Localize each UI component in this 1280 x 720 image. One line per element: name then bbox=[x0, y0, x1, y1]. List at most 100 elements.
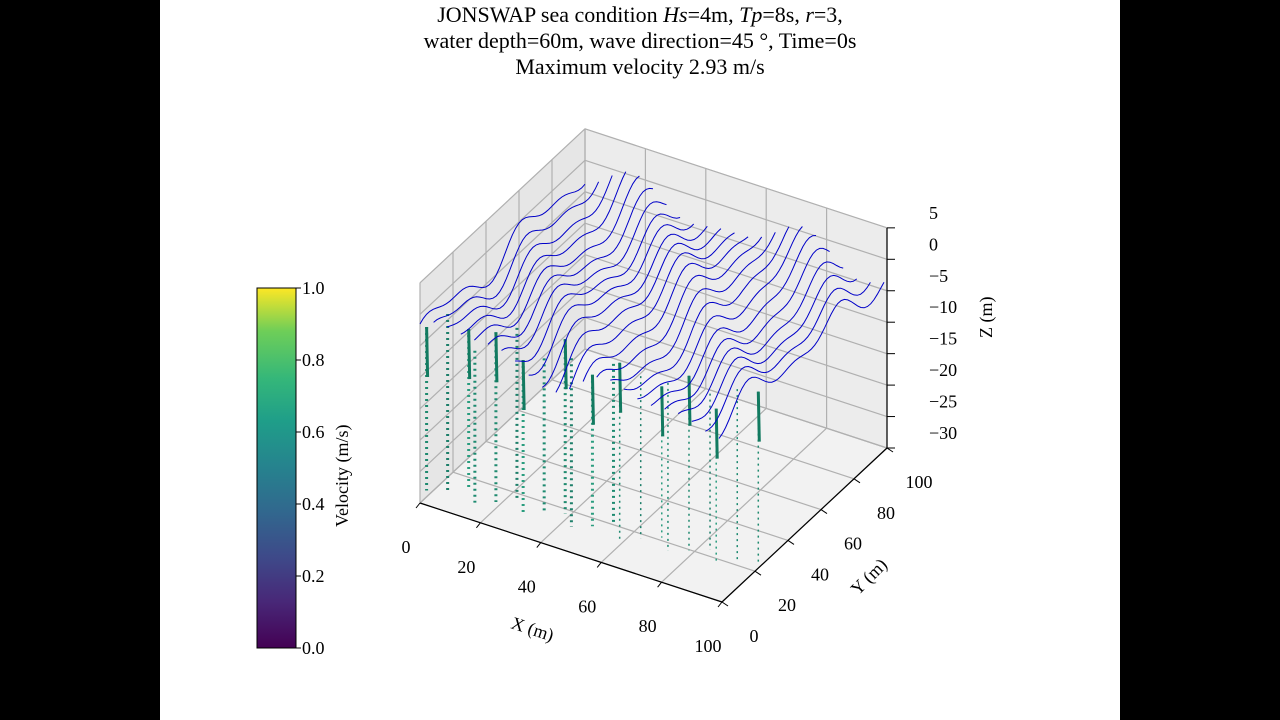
chart-title-line1: JONSWAP sea condition Hs=4m, Tp=8s, r=3, bbox=[160, 2, 1120, 28]
grid-line bbox=[584, 159, 888, 260]
wave-profile-line bbox=[637, 226, 803, 400]
wave-profile-line bbox=[623, 226, 790, 391]
colorbar-label: Velocity (m/s) bbox=[332, 425, 353, 527]
x-tick-label: 80 bbox=[639, 616, 657, 636]
z-tick-label: −15 bbox=[929, 329, 957, 349]
wave-profile-line bbox=[569, 232, 735, 390]
x-tick bbox=[415, 502, 421, 509]
grid-line bbox=[518, 410, 822, 511]
x-tick-label: 100 bbox=[695, 636, 722, 656]
grid-line bbox=[584, 191, 888, 292]
colorbar-tick-label: 0.6 bbox=[302, 422, 325, 442]
x-tick bbox=[536, 542, 542, 548]
y-tick bbox=[721, 601, 729, 607]
z-tick-label: −25 bbox=[929, 392, 957, 412]
wave-profile-line bbox=[718, 281, 885, 439]
grid-line bbox=[419, 254, 586, 410]
grid-line bbox=[419, 128, 586, 284]
z-tick-label: −5 bbox=[929, 266, 948, 286]
grid-line bbox=[600, 407, 767, 563]
colorbar-tick-label: 0.0 bbox=[302, 638, 325, 658]
x-tick bbox=[596, 562, 602, 568]
wave-profile-line bbox=[528, 223, 695, 376]
colorbar-gradient bbox=[256, 287, 297, 649]
y-tick bbox=[754, 570, 762, 576]
velocity-column-dense bbox=[660, 386, 665, 437]
wave-surface bbox=[419, 171, 885, 439]
grid-line bbox=[551, 379, 855, 480]
z-tick-label: 5 bbox=[929, 203, 938, 223]
grid-line bbox=[584, 285, 888, 386]
chart-title-line2: water depth=60m, wave direction=45 °, Ti… bbox=[423, 28, 857, 53]
x-tick bbox=[717, 601, 723, 608]
x-axis-line bbox=[419, 502, 723, 603]
y-tick-label: 20 bbox=[778, 595, 796, 615]
y-tick bbox=[853, 478, 861, 484]
title-hs-value: =4m, bbox=[687, 2, 740, 27]
grid-line bbox=[419, 285, 586, 441]
chart-title-line3: Maximum velocity 2.93 m/s bbox=[515, 54, 765, 79]
colorbar-tick-label: 0.4 bbox=[302, 494, 325, 514]
x-tick-label: 60 bbox=[578, 596, 596, 616]
colorbar: 1.0 0.8 0.6 0.4 0.2 0.0 Velocity (m/s) bbox=[256, 278, 353, 658]
z-tick-label: −20 bbox=[929, 360, 957, 380]
wave-profile-line bbox=[487, 187, 654, 345]
colorbar-tick-label: 0.2 bbox=[302, 566, 325, 586]
wave-profile-line bbox=[705, 282, 871, 432]
wave-profile-line bbox=[460, 171, 627, 335]
velocity-column-dense bbox=[467, 329, 472, 380]
y-tick bbox=[820, 509, 828, 515]
grid-line bbox=[584, 348, 888, 449]
y-tick bbox=[886, 447, 894, 453]
x-tick bbox=[657, 581, 662, 588]
wave-profile-line bbox=[419, 183, 586, 325]
wave-profile-line bbox=[691, 274, 858, 422]
velocity-column-dense bbox=[521, 359, 526, 411]
grid-line bbox=[584, 316, 888, 418]
title-tp-value: =8s, bbox=[762, 2, 806, 27]
axes-panes bbox=[419, 127, 888, 603]
y-tick-label: 0 bbox=[750, 626, 759, 646]
velocity-column-dense bbox=[494, 332, 499, 383]
title-tp: Tp bbox=[739, 2, 763, 27]
wave-profile-line bbox=[677, 261, 844, 415]
colorbar-tick-label: 1.0 bbox=[302, 278, 325, 298]
grid-line bbox=[584, 128, 888, 229]
y-tick-label: 60 bbox=[844, 534, 862, 554]
title-r-value: =3, bbox=[813, 2, 843, 27]
x-tick-label: 0 bbox=[402, 537, 411, 557]
wave-profile-line bbox=[474, 175, 640, 341]
grid-line bbox=[479, 368, 646, 524]
velocity-column-dense bbox=[563, 339, 568, 390]
y-tick-label: 100 bbox=[906, 472, 933, 492]
velocity-columns bbox=[425, 313, 761, 564]
y-tick-label: 40 bbox=[811, 564, 829, 584]
wave-profile-line bbox=[610, 232, 776, 381]
z-axis-label: Z (m) bbox=[976, 297, 997, 338]
z-tick-label: −10 bbox=[929, 297, 957, 317]
y-tick-label: 80 bbox=[877, 503, 895, 523]
title-text: JONSWAP sea condition bbox=[437, 2, 664, 27]
grid-line bbox=[661, 427, 828, 583]
colorbar-tick-label: 0.8 bbox=[302, 350, 325, 370]
velocity-column-dense bbox=[590, 374, 595, 425]
wave-profile-line bbox=[447, 175, 613, 328]
y-axis-line bbox=[721, 447, 888, 603]
z-tick-label: 0 bbox=[929, 234, 938, 254]
title-r: r bbox=[805, 2, 814, 27]
wave-profile-line bbox=[515, 213, 681, 363]
x-axis-label: X (m) bbox=[508, 613, 556, 646]
wave-profile-line bbox=[501, 201, 667, 351]
grid-line bbox=[419, 159, 586, 315]
y-axis-label: Y (m) bbox=[847, 554, 892, 599]
x-tick-label: 20 bbox=[457, 557, 475, 577]
x-tick-label: 40 bbox=[518, 577, 536, 597]
wave-profile-line bbox=[555, 228, 722, 393]
z-tick-label: −30 bbox=[929, 423, 957, 443]
x-tick bbox=[476, 522, 481, 529]
grid-line bbox=[485, 440, 789, 541]
grid-line bbox=[584, 254, 888, 355]
grid-line bbox=[540, 388, 707, 544]
wave-profile-line bbox=[541, 225, 708, 388]
